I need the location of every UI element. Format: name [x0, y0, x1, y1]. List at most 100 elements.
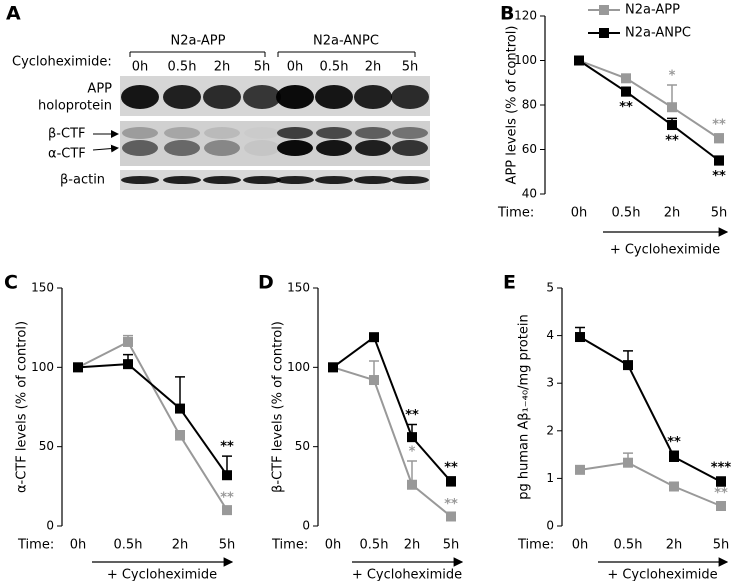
x-tick-label: 0h — [571, 206, 588, 221]
marker — [623, 360, 633, 371]
lane-label: 2h — [214, 60, 231, 75]
marker — [407, 479, 417, 490]
x-tick-label: 0h — [70, 538, 87, 553]
y-tick-label: 4 — [546, 328, 554, 342]
band — [164, 140, 200, 156]
band — [354, 85, 392, 109]
band — [315, 85, 353, 109]
band — [391, 85, 429, 109]
marker — [446, 511, 456, 522]
marker — [667, 102, 677, 113]
marker — [73, 362, 83, 373]
series-line — [77, 363, 228, 476]
y-tick-label: 0 — [46, 519, 54, 533]
band — [277, 140, 313, 156]
y-tick-label: 100 — [287, 360, 310, 374]
x-tick-label: 5h — [443, 538, 460, 553]
marker — [621, 73, 631, 84]
y-tick-label: 100 — [31, 360, 54, 374]
x-tick-label: 0h — [572, 538, 589, 553]
y-axis-label: α-CTF levels (% of control) — [15, 321, 30, 493]
x-axis-label: + Cycloheximide — [107, 568, 217, 581]
band — [392, 140, 428, 156]
row-label: α-CTF — [48, 147, 86, 162]
panel-letter: E — [503, 272, 516, 294]
band — [354, 176, 392, 184]
time-label: Time: — [497, 206, 534, 221]
x-tick-label: 0.5h — [612, 206, 641, 221]
series-line — [77, 340, 228, 511]
marker — [575, 332, 585, 343]
y-tick-label: 120 — [514, 9, 537, 23]
x-axis-label: + Cycloheximide — [610, 243, 720, 258]
series-line — [579, 336, 722, 483]
lane-label: 2h — [365, 60, 382, 75]
y-tick-label: 80 — [522, 98, 537, 112]
series-line — [332, 366, 452, 518]
series-line — [578, 59, 720, 140]
significance: ** — [444, 460, 458, 475]
band — [204, 127, 240, 139]
x-tick-label: 0.5h — [614, 538, 643, 553]
marker — [669, 451, 679, 462]
lane-label: 0.5h — [320, 60, 349, 75]
marker — [714, 155, 724, 166]
y-tick-label: 40 — [522, 187, 537, 201]
band — [203, 176, 241, 184]
band — [121, 176, 159, 184]
marker — [123, 336, 133, 347]
lane-label: 0.5h — [168, 60, 197, 75]
marker — [369, 375, 379, 386]
significance: * — [409, 444, 416, 459]
marker — [222, 470, 232, 481]
x-tick-label: 0h — [325, 538, 342, 553]
significance: ** — [444, 497, 458, 512]
marker — [716, 476, 726, 487]
group-label: N2a-APP — [171, 34, 226, 49]
band — [316, 140, 352, 156]
x-axis-label: + Cycloheximide — [352, 568, 462, 581]
error-bar — [175, 376, 185, 409]
band — [392, 127, 428, 139]
series-line — [579, 461, 722, 507]
marker — [574, 55, 584, 66]
band — [276, 176, 314, 184]
significance: ** — [405, 408, 419, 423]
y-axis-label: APP levels (% of control) — [505, 26, 520, 185]
marker — [369, 332, 379, 343]
x-tick-label: 5h — [713, 538, 730, 553]
x-tick-label: 2h — [172, 538, 189, 553]
legend-marker — [599, 28, 609, 38]
significance: ** — [220, 490, 234, 505]
marker — [328, 362, 338, 373]
y-tick-label: 1 — [546, 471, 554, 485]
marker — [714, 133, 724, 144]
series-line — [578, 59, 720, 162]
legend-marker — [599, 5, 609, 15]
band — [204, 140, 240, 156]
x-tick-label: 2h — [404, 538, 421, 553]
band — [276, 85, 314, 109]
marker — [175, 403, 185, 414]
significance: ** — [667, 435, 681, 450]
band — [163, 85, 201, 109]
band — [355, 140, 391, 156]
significance: ** — [714, 486, 728, 501]
band — [243, 85, 281, 109]
panel-letter: C — [4, 272, 18, 294]
arrow — [92, 144, 119, 153]
time-label: Time: — [517, 538, 554, 553]
x-tick-label: 2h — [666, 538, 683, 553]
lane-label: 5h — [254, 60, 271, 75]
x-tick-label: 5h — [711, 206, 728, 221]
y-tick-label: 60 — [522, 142, 537, 156]
row-label: holoprotein — [38, 99, 112, 114]
band — [315, 176, 353, 184]
row-label: β-CTF — [48, 127, 85, 142]
band — [277, 127, 313, 139]
significance: ** — [665, 134, 679, 149]
marker — [667, 120, 677, 131]
marker — [623, 457, 633, 468]
